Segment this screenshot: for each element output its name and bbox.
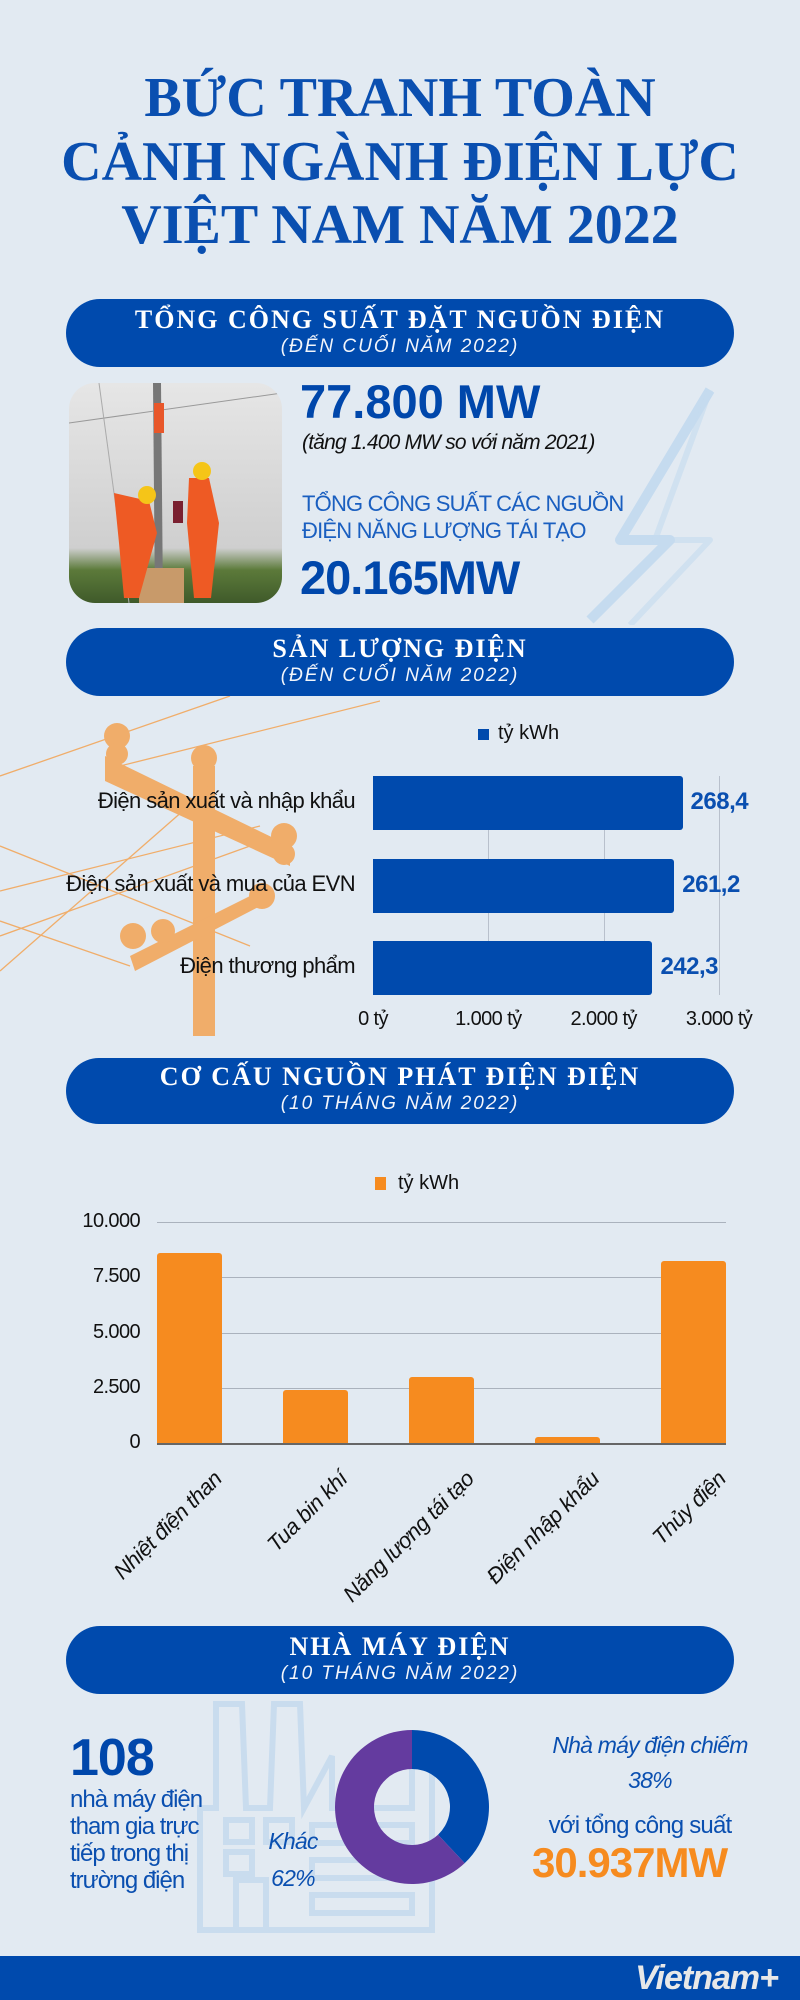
x-tick-label: 1.000 tỷ: [455, 1008, 522, 1030]
y-tick-label: 0: [129, 1431, 140, 1453]
y-tick-label: 5.000: [92, 1320, 141, 1343]
vietnamplus-logo[interactable]: Vietnam+: [635, 1959, 779, 1997]
bar: [283, 1389, 348, 1443]
bar: [373, 776, 683, 830]
x-category-label: Thủy điện: [647, 1466, 731, 1550]
footer-bar: Vietnam+: [0, 1956, 800, 2000]
y-tick-label: 10.000: [82, 1210, 140, 1232]
section-subheading: (10 THÁNG NĂM 2022): [280, 1663, 520, 1684]
x-category-label: Tua bin khí: [262, 1466, 353, 1557]
plant-count-description: nhà máy điện tham gia trực tiếp trong th…: [70, 1786, 203, 1894]
y-tick-label: 2.500: [92, 1375, 141, 1398]
capacity-label: với tổng công suất: [548, 1812, 733, 1839]
other-share: Khác 62%: [258, 1823, 328, 1897]
section-subheading: (10 THÁNG NĂM 2022): [280, 1093, 520, 1114]
plant-share-donut-chart: [335, 1730, 489, 1884]
x-category-label: Nhiệt điện than: [108, 1466, 227, 1585]
category-label: Điện sản xuất và nhập khẩu: [97, 788, 356, 813]
section-subheading: (ĐẾN CUỐI NĂM 2022): [280, 665, 520, 686]
desc-line: tham gia trực: [70, 1813, 199, 1840]
renewable-label-line-2: ĐIỆN NĂNG LƯỢNG TÁI TẠO: [302, 518, 587, 543]
section-header-plants: NHÀ MÁY ĐIỆN (10 THÁNG NĂM 2022): [66, 1626, 734, 1694]
legend-swatch: [375, 1177, 386, 1190]
desc-line: tiếp trong thị: [70, 1840, 189, 1867]
desc-line: trường điện: [70, 1867, 185, 1894]
gridline: [157, 1332, 726, 1334]
share-percent: 38%: [628, 1767, 672, 1793]
plant-capacity: 30.937MW: [532, 1839, 728, 1886]
x-category-label: Điện nhập khẩu: [481, 1466, 605, 1589]
bar: [373, 941, 653, 995]
bar-value-label: 268,4: [690, 788, 749, 815]
other-label: Khác: [268, 1828, 318, 1854]
plant-count: 108: [70, 1729, 155, 1787]
lightning-bolt-icon: [586, 387, 715, 625]
bar: [661, 1260, 726, 1443]
section-heading: CƠ CẤU NGUỒN PHÁT ĐIỆN ĐIỆN: [159, 1062, 641, 1091]
category-label: Điện sản xuất và mua của EVN: [66, 871, 356, 896]
desc-line: nhà máy điện: [70, 1786, 203, 1813]
bar-value-label: 261,2: [682, 871, 740, 898]
section-header-output: SẢN LƯỢNG ĐIỆN (ĐẾN CUỐI NĂM 2022): [66, 628, 734, 696]
category-label: Điện thương phẩm: [180, 953, 355, 978]
renewable-label-line-1: TỔNG CÔNG SUẤT CÁC NGUỒN: [302, 491, 624, 516]
bar: [409, 1376, 474, 1443]
page-title-line-2: CẢNH NGÀNH ĐIỆN LỰC: [61, 131, 739, 193]
y-tick-label: 7.500: [92, 1265, 141, 1288]
gridline: [719, 776, 720, 995]
x-tick-label: 2.000 tỷ: [570, 1008, 637, 1030]
x-category-label: Năng lượng tái tạo: [337, 1466, 479, 1607]
gridline: [157, 1277, 726, 1279]
renewable-label: TỔNG CÔNG SUẤT CÁC NGUỒN ĐIỆN NĂNG LƯỢNG…: [302, 490, 624, 544]
donut-slice: [335, 1730, 465, 1884]
section-heading: NHÀ MÁY ĐIỆN: [289, 1632, 511, 1661]
donut-slice: [412, 1730, 489, 1864]
page-title-line-1: BỨC TRANH TOÀN: [144, 67, 656, 129]
section-subheading: (ĐẾN CUỐI NĂM 2022): [280, 336, 520, 357]
electrician-photo: [69, 383, 282, 603]
gridline: [157, 1222, 726, 1223]
legend-swatch: [478, 729, 489, 740]
gridline: [157, 1443, 726, 1445]
legend-label: tỷ kWh: [398, 1172, 460, 1194]
page-title-line-3: VIỆT NAM NĂM 2022: [121, 194, 679, 256]
share-label: Nhà máy điện chiếm: [552, 1732, 748, 1758]
plant-share: Nhà máy điện chiếm 38%: [530, 1728, 770, 1798]
section-heading: SẢN LƯỢNG ĐIỆN: [272, 634, 528, 663]
bar: [535, 1437, 600, 1443]
section-header-capacity: TỔNG CÔNG SUẤT ĐẶT NGUỒN ĐIỆN (ĐẾN CUỐI …: [66, 299, 734, 367]
x-tick-label: 0 tỷ: [358, 1008, 388, 1030]
other-percent: 62%: [271, 1865, 315, 1891]
power-pole-illustration: [0, 696, 380, 1036]
legend-label: tỷ kWh: [498, 722, 560, 744]
capacity-increase: (tăng 1.400 MW so với năm 2021): [302, 431, 595, 454]
section-heading: TỔNG CÔNG SUẤT ĐẶT NGUỒN ĐIỆN: [134, 305, 666, 334]
bar: [157, 1252, 222, 1443]
section-header-structure: CƠ CẤU NGUỒN PHÁT ĐIỆN ĐIỆN (10 THÁNG NĂ…: [66, 1058, 734, 1124]
bar: [373, 859, 675, 913]
bar-value-label: 242,3: [660, 953, 718, 980]
total-capacity: 77.800 MW: [300, 375, 541, 428]
x-tick-label: 3.000 tỷ: [685, 1008, 753, 1030]
renewable-capacity: 20.165MW: [300, 551, 520, 604]
